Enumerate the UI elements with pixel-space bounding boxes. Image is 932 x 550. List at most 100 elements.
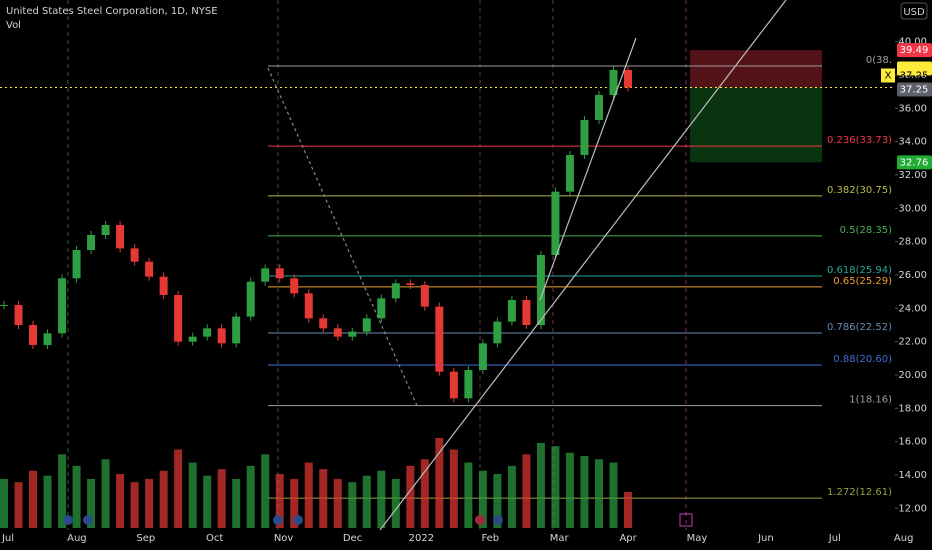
candle	[43, 333, 52, 345]
x-tick-label: Oct	[206, 533, 223, 544]
volume-bar	[101, 459, 110, 528]
volume-bar	[333, 478, 342, 528]
candle	[391, 283, 400, 299]
price-badge-label: 32.76	[900, 157, 929, 168]
volume-bar	[58, 454, 67, 528]
candle	[478, 343, 487, 370]
candle	[565, 155, 574, 192]
volume-bar	[507, 465, 516, 528]
volume-bar	[406, 465, 415, 528]
price-badge	[897, 82, 932, 97]
volume-bar	[232, 478, 241, 528]
volume-bar	[624, 492, 632, 528]
candle	[319, 318, 328, 329]
fib-label: 0.5(28.35)	[840, 225, 892, 236]
candle	[522, 300, 531, 325]
volume-bar	[304, 462, 313, 528]
x-tick-label: Aug	[894, 533, 914, 544]
candle	[594, 95, 603, 120]
y-tick-label: 12.00	[898, 503, 927, 514]
y-tick-label: 18.00	[898, 403, 927, 414]
x-tick-label: Jul	[828, 533, 841, 544]
candle	[449, 371, 458, 399]
y-tick-label: 20.00	[898, 370, 927, 381]
candle	[87, 235, 96, 250]
volume-bar	[435, 438, 444, 528]
price-badge-label: 37.25	[900, 71, 929, 82]
candle	[464, 370, 473, 399]
candle	[101, 225, 110, 235]
stop-zone	[690, 50, 822, 88]
fib-label: 0.618(25.94)	[827, 265, 892, 276]
volume-bar	[536, 442, 545, 528]
volume-bar	[609, 462, 618, 528]
x-tick-label: May	[687, 533, 708, 544]
fib-label: 0.65(25.29)	[833, 276, 892, 287]
x-tick-label: Feb	[481, 533, 499, 544]
candle	[232, 316, 241, 344]
price-badge-label: 37.25	[900, 85, 929, 96]
volume-bar	[478, 470, 487, 528]
candle	[580, 120, 589, 155]
y-tick-label: 16.00	[898, 437, 927, 448]
x-tick-label: 2022	[409, 533, 434, 544]
y-tick-label: 32.00	[898, 170, 927, 181]
volume-bar	[188, 462, 197, 528]
volume-bar	[420, 459, 429, 528]
target-zone	[690, 87, 822, 163]
volume-bar	[565, 452, 574, 528]
volume-bar	[594, 459, 603, 528]
volume-bar	[449, 449, 458, 528]
candle	[72, 250, 81, 279]
candle	[624, 70, 632, 88]
volume-bar	[217, 469, 226, 528]
fib-label: 1.272(12.61)	[827, 487, 892, 498]
y-tick-label: 24.00	[898, 303, 927, 314]
candle	[551, 191, 560, 255]
candle	[145, 261, 154, 277]
volume-label: Vol	[6, 20, 21, 31]
x-tick-label: Nov	[274, 533, 294, 544]
volume-bar	[275, 474, 284, 528]
volume-bar	[348, 482, 357, 528]
candle	[217, 328, 226, 344]
candle	[130, 248, 139, 262]
volume-bar	[319, 469, 328, 528]
candle	[377, 298, 386, 319]
candle	[261, 268, 270, 282]
price-badge	[897, 61, 932, 76]
volume-bar	[43, 475, 52, 528]
price-badge	[897, 155, 932, 170]
volume-bar	[551, 446, 560, 528]
candle	[58, 278, 67, 334]
x-tick-label: Jun	[757, 533, 774, 544]
price-badge	[897, 43, 932, 58]
trendlines	[267, 0, 787, 531]
x-tick-label: Sep	[136, 533, 155, 544]
candle	[159, 276, 168, 295]
volume-bar	[174, 449, 183, 528]
candle	[0, 305, 8, 306]
candle	[29, 325, 38, 345]
fib-label: 0.786(22.52)	[827, 322, 892, 333]
currency-button[interactable]	[900, 2, 928, 20]
candle	[362, 318, 371, 332]
candle	[246, 281, 255, 317]
candle	[435, 306, 444, 372]
volume-bar	[522, 454, 531, 528]
marker: X	[885, 71, 892, 82]
volume-bar	[464, 462, 473, 528]
x-tick-label: Mar	[550, 533, 570, 544]
candle	[174, 295, 183, 342]
candle	[507, 300, 516, 322]
volume-bar	[14, 482, 23, 528]
x-tick-label: Dec	[343, 533, 362, 544]
candle	[406, 283, 415, 285]
currency[interactable]: USD	[903, 7, 925, 18]
volume-bar	[0, 478, 8, 528]
candle	[304, 293, 313, 319]
volume-bar	[391, 478, 400, 528]
event-icons	[63, 513, 693, 527]
